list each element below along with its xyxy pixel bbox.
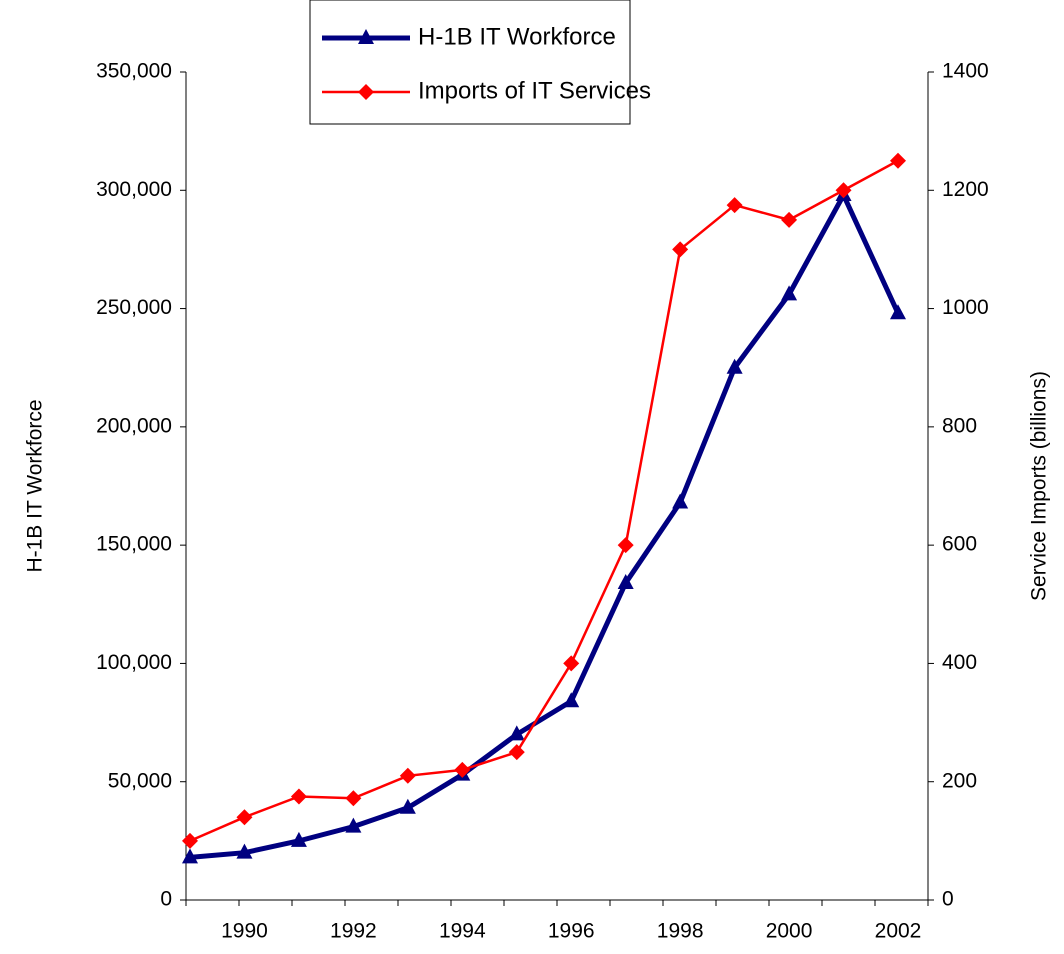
marker	[563, 655, 580, 672]
marker	[290, 831, 307, 847]
y2-axis-label: Service Imports (billions)	[1028, 371, 1051, 601]
x-tick-label: 2002	[875, 920, 922, 943]
y2-tick-label: 200	[942, 769, 977, 792]
x-tick-label: 2000	[766, 920, 813, 943]
y-tick-label: 200,000	[96, 414, 172, 437]
marker	[726, 358, 743, 374]
marker	[563, 692, 580, 708]
y2-tick-label: 400	[942, 651, 977, 674]
legend-label: H-1B IT Workforce	[418, 23, 616, 50]
marker	[890, 152, 906, 169]
y-tick-label: 350,000	[96, 60, 172, 83]
marker	[182, 832, 198, 849]
x-tick-label: 1996	[548, 920, 595, 943]
marker	[358, 29, 374, 44]
marker	[617, 537, 634, 554]
marker	[835, 182, 852, 199]
x-tick-label: 1992	[330, 920, 377, 943]
marker	[358, 84, 374, 100]
y-tick-label: 0	[160, 888, 172, 911]
marker	[399, 798, 416, 814]
y-tick-label: 300,000	[96, 178, 172, 201]
x-tick-label: 1990	[221, 920, 268, 943]
marker	[781, 211, 798, 228]
y-axis-label: H-1B IT Workforce	[24, 399, 47, 572]
marker	[345, 790, 362, 807]
marker	[508, 725, 525, 741]
y-tick-label: 50,000	[108, 769, 172, 792]
legend-label: Imports of IT Services	[418, 77, 651, 104]
marker	[726, 197, 743, 214]
y-tick-label: 150,000	[96, 533, 172, 556]
marker	[399, 767, 416, 784]
marker	[454, 761, 471, 778]
y2-tick-label: 800	[942, 414, 977, 437]
marker	[236, 843, 253, 859]
marker	[617, 573, 634, 589]
series-line	[189, 159, 899, 843]
marker	[182, 848, 198, 864]
y-tick-label: 100,000	[96, 651, 172, 674]
marker	[290, 788, 307, 805]
x-tick-label: 1994	[439, 920, 486, 943]
y2-tick-label: 1400	[942, 60, 989, 83]
y-tick-label: 250,000	[96, 296, 172, 319]
marker	[672, 241, 689, 258]
y2-tick-label: 600	[942, 533, 977, 556]
marker	[508, 744, 525, 761]
x-tick-label: 1998	[657, 920, 704, 943]
marker	[345, 817, 362, 833]
series-line	[189, 189, 901, 860]
marker	[781, 285, 798, 301]
marker	[890, 304, 906, 320]
legend-box	[309, 0, 631, 125]
marker	[672, 493, 689, 509]
y2-tick-label: 1200	[942, 178, 989, 201]
y2-tick-label: 1000	[942, 296, 989, 319]
marker	[236, 809, 253, 826]
y2-tick-label: 0	[942, 888, 954, 911]
